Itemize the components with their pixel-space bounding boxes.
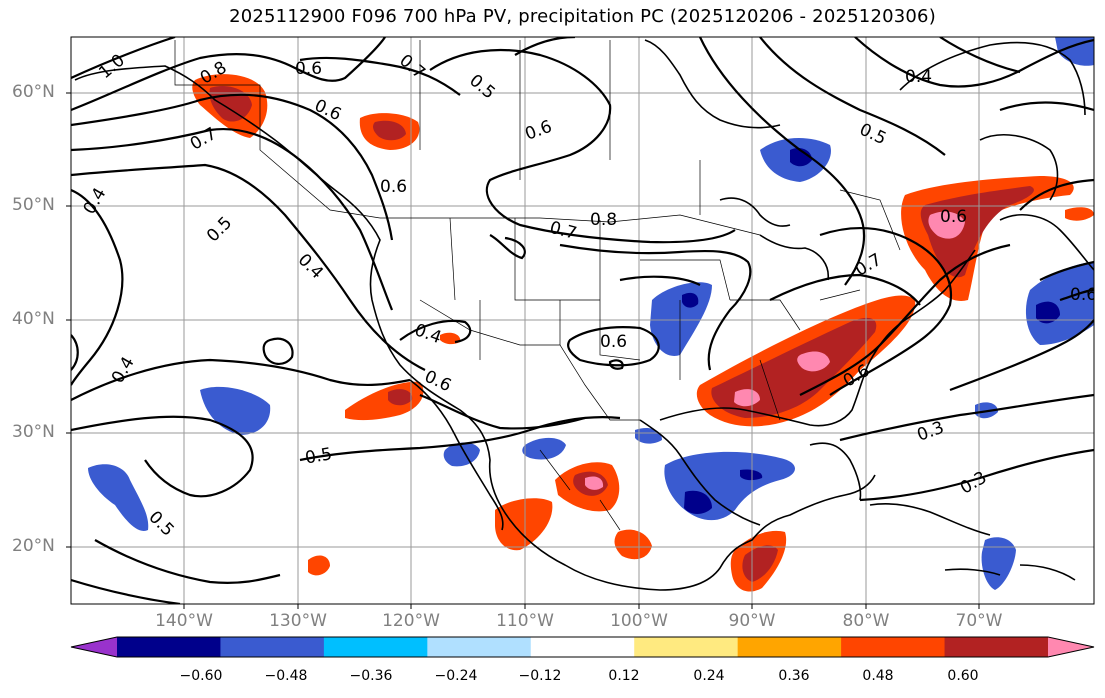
- colorbar-label: 0.12: [608, 668, 640, 684]
- colorbar-segment: [634, 637, 739, 657]
- contour-label: 0.8: [590, 210, 617, 230]
- colorbar-segment: [323, 637, 428, 657]
- colorbar-label: −0.12: [518, 668, 562, 684]
- lon-label: 140°W: [155, 611, 213, 631]
- lon-label: 90°W: [728, 611, 776, 631]
- colorbar-segment: [1048, 637, 1094, 657]
- pv-contours: [71, 37, 1094, 604]
- lon-label: 110°W: [496, 611, 554, 631]
- political-boundaries: [174, 40, 901, 531]
- colorbar-segment: [71, 637, 117, 657]
- contour-label: 0.6: [600, 332, 627, 352]
- lat-label: 30°N: [12, 422, 55, 442]
- colorbar-outline: [70, 636, 1095, 658]
- colorbar-label: −0.24: [434, 668, 478, 684]
- colorbar-segment: [944, 637, 1049, 657]
- colorbar-segment: [117, 637, 221, 657]
- colorbar-label: −0.36: [349, 668, 393, 684]
- colorbar: [70, 636, 1095, 658]
- contour-label: 0.6: [380, 177, 407, 197]
- colorbar-label: 0.48: [862, 668, 894, 684]
- colorbar-segment: [530, 637, 635, 657]
- lat-label: 20°N: [12, 536, 55, 556]
- colorbar-label: 0.60: [947, 668, 979, 684]
- colorbar-segment: [737, 637, 842, 657]
- lon-label: 120°W: [382, 611, 440, 631]
- colorbar-label: −0.48: [264, 668, 308, 684]
- lon-label: 130°W: [269, 611, 327, 631]
- precip-positive-anomalies: [192, 74, 1094, 592]
- axis-ticks: [66, 92, 980, 609]
- colorbar-segment: [427, 637, 532, 657]
- lon-label: 100°W: [610, 611, 668, 631]
- contour-label: 0.6: [295, 59, 322, 79]
- colorbar-label: 0.24: [693, 668, 725, 684]
- colorbar-label: −0.60: [179, 668, 223, 684]
- lon-label: 80°W: [842, 611, 890, 631]
- lat-lon-grid: [71, 37, 1094, 604]
- contour-label: 0.4: [905, 67, 932, 87]
- lat-label: 40°N: [12, 309, 55, 329]
- map-title: 2025112900 F096 700 hPa PV, precipitatio…: [229, 6, 936, 27]
- contour-label: 0.6: [940, 207, 967, 227]
- precip-negative-anomalies: [88, 37, 1094, 590]
- coastlines: [74, 39, 1094, 591]
- lon-label: 70°W: [955, 611, 1003, 631]
- contour-label: 0.6: [1070, 285, 1097, 305]
- colorbar-segment: [841, 637, 946, 657]
- contour-label: 0.5: [304, 444, 334, 468]
- lat-label: 50°N: [12, 195, 55, 215]
- colorbar-label: 0.36: [778, 668, 810, 684]
- colorbar-segment: [220, 637, 325, 657]
- lat-label: 60°N: [12, 82, 55, 102]
